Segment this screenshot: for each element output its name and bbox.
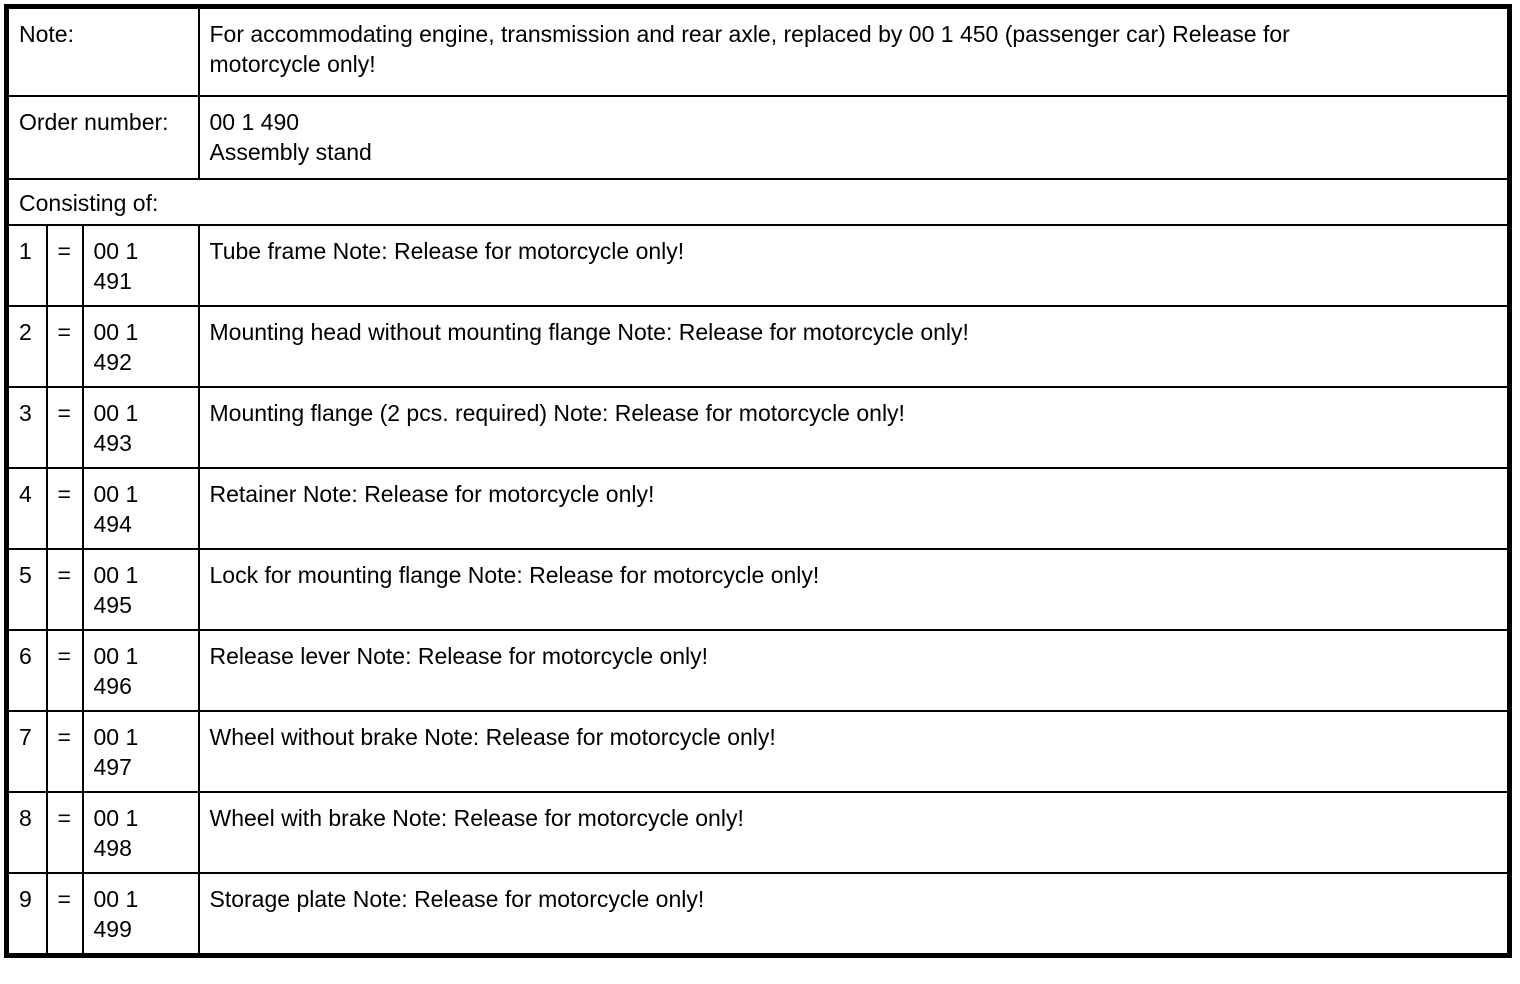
item-position: 2 — [5, 305, 48, 388]
item-description: Storage plate Note: Release for motorcyc… — [197, 872, 1511, 957]
item-position: 9 — [5, 872, 48, 957]
order-number-cell: 00 1 490 Assembly stand — [197, 95, 1511, 180]
equals-sign: = — [45, 710, 84, 793]
item-description: Mounting flange (2 pcs. required) Note: … — [197, 386, 1511, 469]
note-label: Note: — [5, 5, 200, 97]
item-description: Lock for mounting flange Note: Release f… — [197, 548, 1511, 631]
item-row: 3 = 00 1 493 Mounting flange (2 pcs. req… — [5, 386, 1511, 469]
item-row: 7 = 00 1 497 Wheel without brake Note: R… — [5, 710, 1511, 793]
order-item-name: Assembly stand — [209, 139, 372, 165]
equals-sign: = — [45, 872, 84, 957]
equals-sign: = — [45, 629, 84, 712]
item-part-number: 00 1 499 — [81, 872, 200, 957]
item-position: 7 — [5, 710, 48, 793]
item-part-number: 00 1 494 — [81, 467, 200, 550]
item-position: 4 — [5, 467, 48, 550]
item-part-number: 00 1 495 — [81, 548, 200, 631]
item-row: 5 = 00 1 495 Lock for mounting flange No… — [5, 548, 1511, 631]
item-position: 3 — [5, 386, 48, 469]
item-description: Wheel with brake Note: Release for motor… — [197, 791, 1511, 874]
item-position: 8 — [5, 791, 48, 874]
item-row: 9 = 00 1 499 Storage plate Note: Release… — [5, 872, 1511, 957]
equals-sign: = — [45, 224, 84, 307]
order-number-value: 00 1 490 — [209, 109, 300, 135]
item-position: 6 — [5, 629, 48, 712]
item-part-number: 00 1 491 — [81, 224, 200, 307]
equals-sign: = — [45, 305, 84, 388]
item-part-number: 00 1 492 — [81, 305, 200, 388]
equals-sign: = — [45, 467, 84, 550]
note-row: Note: For accommodating engine, transmis… — [5, 5, 1511, 97]
item-part-number: 00 1 497 — [81, 710, 200, 793]
consisting-of-label: Consisting of: — [5, 178, 1511, 226]
item-part-number: 00 1 496 — [81, 629, 200, 712]
item-part-number: 00 1 498 — [81, 791, 200, 874]
parts-table: Note: For accommodating engine, transmis… — [4, 4, 1512, 958]
item-description: Wheel without brake Note: Release for mo… — [197, 710, 1511, 793]
item-row: 2 = 00 1 492 Mounting head without mount… — [5, 305, 1511, 388]
order-number-label: Order number: — [5, 95, 200, 180]
item-position: 5 — [5, 548, 48, 631]
equals-sign: = — [45, 791, 84, 874]
equals-sign: = — [45, 548, 84, 631]
item-row: 6 = 00 1 496 Release lever Note: Release… — [5, 629, 1511, 712]
item-description: Mounting head without mounting flange No… — [197, 305, 1511, 388]
item-part-number: 00 1 493 — [81, 386, 200, 469]
item-row: 1 = 00 1 491 Tube frame Note: Release fo… — [5, 224, 1511, 307]
item-row: 4 = 00 1 494 Retainer Note: Release for … — [5, 467, 1511, 550]
note-text: For accommodating engine, transmission a… — [197, 5, 1511, 97]
item-position: 1 — [5, 224, 48, 307]
item-row: 8 = 00 1 498 Wheel with brake Note: Rele… — [5, 791, 1511, 874]
order-number-row: Order number: 00 1 490 Assembly stand — [5, 95, 1511, 180]
item-description: Tube frame Note: Release for motorcycle … — [197, 224, 1511, 307]
equals-sign: = — [45, 386, 84, 469]
item-description: Retainer Note: Release for motorcycle on… — [197, 467, 1511, 550]
item-description: Release lever Note: Release for motorcyc… — [197, 629, 1511, 712]
consisting-of-row: Consisting of: — [5, 178, 1511, 226]
